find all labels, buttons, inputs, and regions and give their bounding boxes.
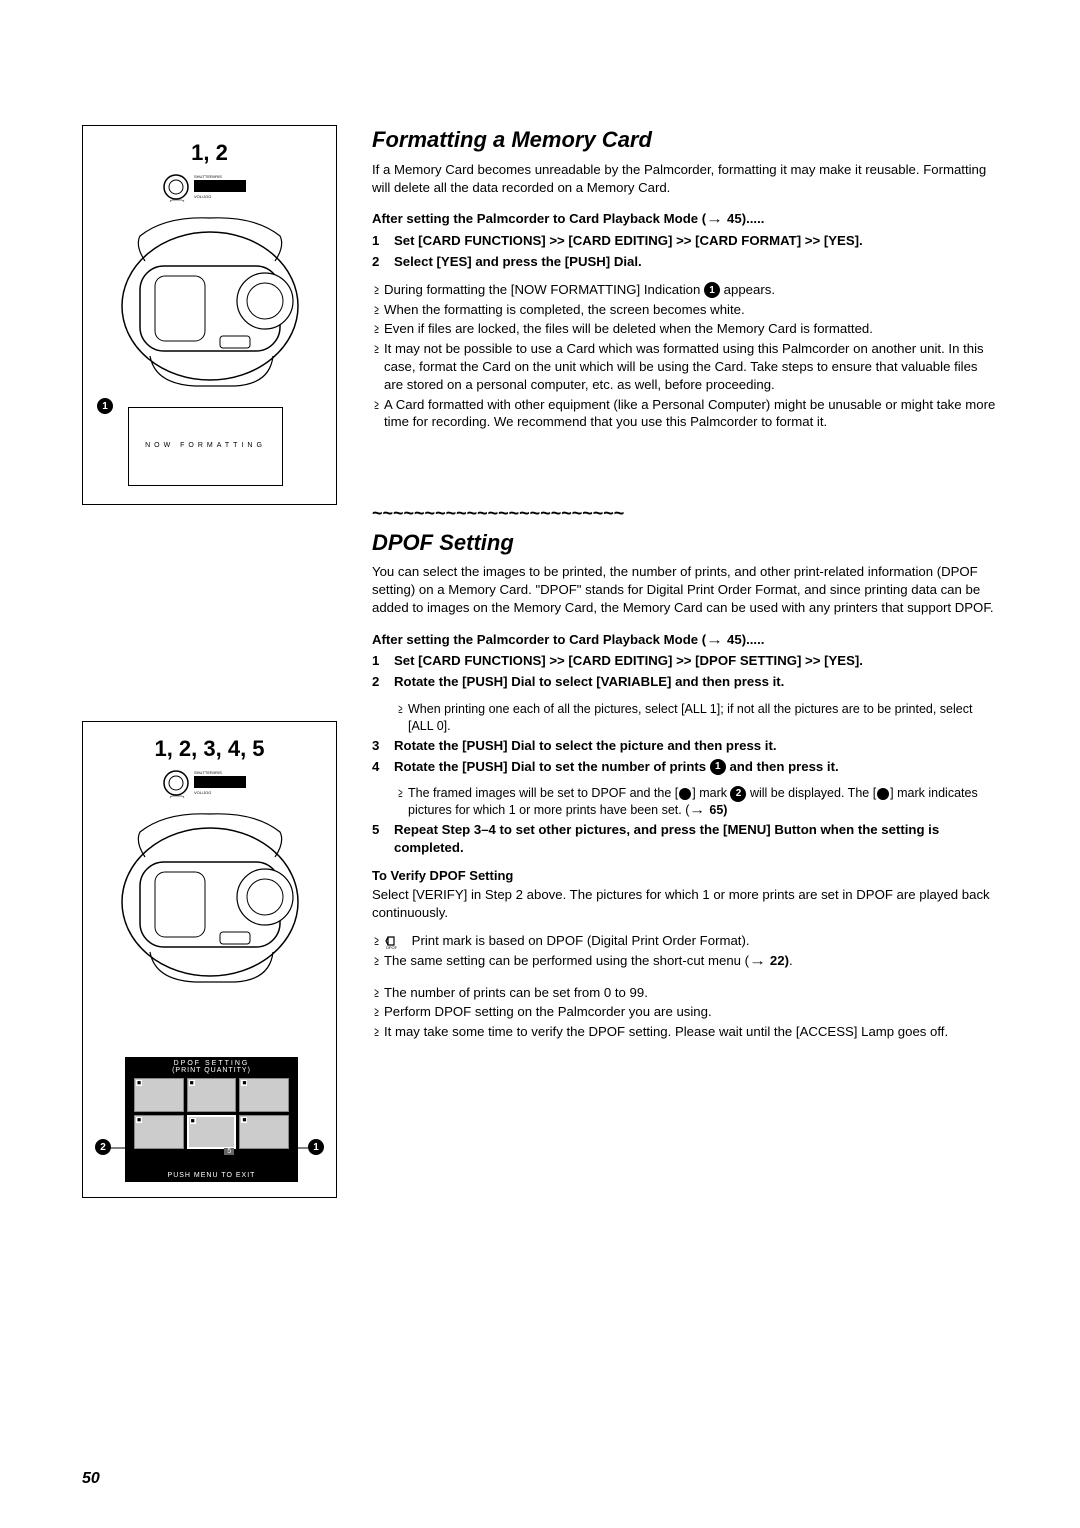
thumbnail: ◼ [239,1115,289,1149]
thumbnail-grid: ◼ ◼ ◼ ◼ ◼5 ◼ [128,1074,295,1149]
dpof-notes-list: DPOF Print mark is based on DPOF (Digita… [372,932,998,970]
note-item: During formatting the [NOW FORMATTING] I… [372,281,998,299]
camcorder-illustration [105,206,315,406]
section-title-dpof: DPOF Setting [372,528,998,558]
note-item: It may not be possible to use a Card whi… [372,340,998,393]
illustration-dpof: 1, 2, 3, 4, 5 SHUTTER/IRIS VOL/JOG MENU [82,721,337,1198]
thumbnail: ◼ [187,1078,237,1112]
callout-1-icon: 1 [97,398,113,414]
intro-text: If a Memory Card becomes unreadable by t… [372,161,998,197]
callout-2-icon: 2 [95,1139,111,1155]
note-item: Even if files are locked, the files will… [372,320,998,338]
dpof-footer: PUSH MENU TO EXIT [125,1172,298,1179]
step-label-bottom: 1, 2, 3, 4, 5 [83,736,336,762]
page-number: 50 [82,1470,100,1488]
note-item: DPOF Print mark is based on DPOF (Digita… [372,932,998,950]
svg-text:SHUTTER/IRIS: SHUTTER/IRIS [194,174,222,179]
screen-preview: NOW FORMATTING [128,407,283,486]
verify-heading: To Verify DPOF Setting [372,867,998,885]
note-item: When the formatting is completed, the sc… [372,301,998,319]
dpof-screen: DPOF SETTING (PRINT QUANTITY) ◼ ◼ ◼ ◼ ◼5… [125,1057,298,1182]
dpof-steps-list-2: 3Rotate the [PUSH] Dial to select the pi… [372,737,998,776]
verify-text: Select [VERIFY] in Step 2 above. The pic… [372,886,998,922]
dpof-title: DPOF SETTING [128,1060,295,1067]
thumbnail: ◼ [134,1078,184,1112]
illustration-formatting: 1, 2 SHUTTER/IRIS VOL/JOG MENU [82,125,337,505]
thumbnail: ◼ [239,1078,289,1112]
note-item: It may take some time to verify the DPOF… [372,1023,998,1041]
dpof-subtitle: (PRINT QUANTITY) [128,1067,295,1074]
svg-text:VOL/JOG: VOL/JOG [194,194,211,199]
dial-icon: SHUTTER/IRIS VOL/JOG MENU [160,768,260,798]
after-setting-line: After setting the Palmcorder to Card Pla… [372,631,998,649]
dpof-steps-list: 1Set [CARD FUNCTIONS] >> [CARD EDITING] … [372,652,998,691]
note-item: The number of prints can be set from 0 t… [372,984,998,1002]
notes-list: During formatting the [NOW FORMATTING] I… [372,281,998,432]
dial-icon: SHUTTER/IRIS VOL/JOG MENU [160,172,260,202]
svg-text:VOL/JOG: VOL/JOG [194,790,211,795]
step4-text: Rotate the [PUSH] Dial to set the number… [394,758,998,776]
svg-text:SHUTTER/IRIS: SHUTTER/IRIS [194,770,222,775]
section-title-formatting: Formatting a Memory Card [372,125,998,155]
note-item: Perform DPOF setting on the Palmcorder y… [372,1003,998,1021]
note-item: The same setting can be performed using … [372,952,998,970]
note-item: A Card formatted with other equipment (l… [372,396,998,432]
step4-note: The framed images will be set to DPOF an… [372,785,998,819]
dpof-steps-list-3: 5Repeat Step 3–4 to set other pictures, … [372,821,998,857]
after-setting-line: After setting the Palmcorder to Card Pla… [372,210,998,228]
svg-text:MENU: MENU [172,797,181,798]
dpof-intro: You can select the images to be printed,… [372,563,998,616]
thumbnail-selected: ◼5 [187,1115,237,1149]
steps-list: 1Set [CARD FUNCTIONS] >> [CARD EDITING] … [372,232,998,271]
left-column: 1, 2 SHUTTER/IRIS VOL/JOG MENU [82,125,344,1198]
svg-text:MENU: MENU [172,201,181,202]
step-label-top: 1, 2 [83,140,336,166]
thumbnail: ◼ [134,1115,184,1149]
separator: ~~~~~~~~~~~~~~~~~~~~~~~~ [372,501,998,525]
camcorder-illustration [105,802,315,1002]
step2-note: When printing one each of all the pictur… [372,701,998,735]
dpof-notes-list-2: The number of prints can be set from 0 t… [372,984,998,1041]
svg-text:DPOF: DPOF [386,945,398,949]
now-formatting-text: NOW FORMATTING [129,408,282,449]
callout-1-icon: 1 [308,1139,324,1155]
right-column: Formatting a Memory Card If a Memory Car… [372,125,998,1198]
